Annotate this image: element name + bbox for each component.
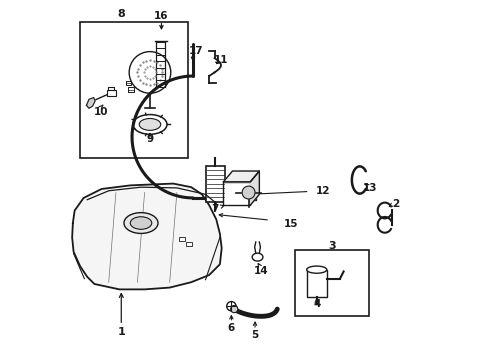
Ellipse shape	[307, 266, 327, 273]
Text: 10: 10	[94, 107, 108, 117]
Text: 7: 7	[211, 204, 218, 215]
Text: 12: 12	[316, 186, 330, 197]
Circle shape	[227, 302, 236, 311]
Circle shape	[231, 306, 238, 313]
Bar	[107, 90, 116, 96]
Text: 4: 4	[313, 299, 320, 309]
Ellipse shape	[124, 213, 158, 233]
Text: 8: 8	[118, 9, 125, 19]
Text: 6: 6	[228, 323, 235, 333]
Bar	[295, 250, 368, 316]
Ellipse shape	[139, 118, 161, 130]
Circle shape	[242, 186, 255, 199]
Bar	[186, 242, 192, 246]
Ellipse shape	[130, 217, 152, 229]
Bar	[125, 81, 131, 85]
Bar	[128, 87, 134, 92]
Circle shape	[129, 51, 171, 93]
Bar	[205, 166, 225, 202]
Text: 1: 1	[118, 327, 125, 337]
Text: 5: 5	[251, 330, 259, 340]
Ellipse shape	[133, 114, 167, 134]
Bar	[307, 270, 327, 297]
Bar	[242, 184, 256, 200]
Text: 17: 17	[189, 46, 203, 56]
Text: 2: 2	[392, 199, 399, 210]
Text: 9: 9	[147, 134, 153, 144]
Text: 3: 3	[329, 241, 336, 251]
Polygon shape	[87, 98, 95, 108]
Bar	[179, 237, 185, 241]
Ellipse shape	[252, 253, 263, 261]
Polygon shape	[72, 184, 221, 289]
Bar	[80, 22, 188, 158]
Text: 13: 13	[363, 183, 377, 193]
Text: 14: 14	[254, 266, 269, 276]
Polygon shape	[250, 171, 259, 205]
Text: 15: 15	[284, 219, 298, 229]
Text: 16: 16	[154, 11, 169, 21]
Polygon shape	[223, 171, 259, 182]
Bar	[223, 182, 250, 205]
Text: 11: 11	[213, 55, 228, 65]
